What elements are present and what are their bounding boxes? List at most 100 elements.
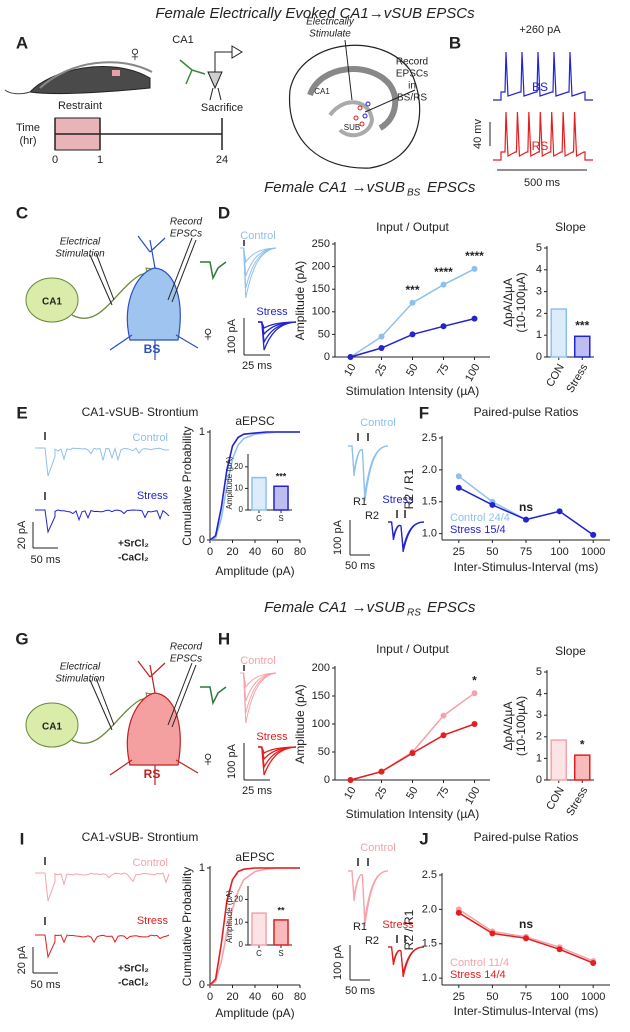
electrode	[171, 664, 197, 728]
ca1-region	[25, 702, 79, 748]
y-tick-label: 20	[234, 895, 243, 904]
panel-title: CA1-vSUB- Strontium	[82, 405, 199, 419]
annotation: ns	[519, 917, 533, 931]
x-tick-label: 0	[207, 546, 213, 558]
series-line	[350, 317, 475, 358]
point	[471, 721, 478, 727]
region-label: CA1	[314, 87, 330, 96]
x-tick-label: 100	[463, 362, 483, 384]
panel-letter: E	[16, 403, 27, 422]
point	[440, 323, 447, 330]
bar	[251, 476, 267, 511]
trace-label: Stress	[256, 306, 288, 318]
trace	[240, 672, 277, 689]
x-tick-label: C	[256, 949, 262, 958]
y-tick-label: 2	[536, 731, 542, 743]
record-label: BS/RS	[397, 93, 427, 104]
section-title: EPSCs	[427, 599, 476, 616]
trace	[348, 445, 389, 502]
y-tick-label: 5	[536, 242, 542, 254]
axon	[179, 59, 206, 85]
cell	[362, 113, 368, 119]
trace	[35, 872, 170, 902]
x-tick-label: Stress	[564, 785, 590, 818]
y-tick-label: 1	[199, 426, 205, 438]
panel-letter: H	[218, 629, 230, 648]
scale-label: 20 pA	[16, 520, 28, 549]
axon	[71, 696, 151, 744]
trace-label: Stress	[382, 494, 414, 506]
y-tick-label: 200	[312, 261, 330, 273]
trace-label: Control	[240, 230, 275, 242]
trace-label: Stress	[137, 915, 169, 927]
y-axis-label: (10-100µA)	[514, 272, 528, 332]
sacrifice-label: Sacrifice	[201, 102, 243, 114]
electrode	[89, 679, 113, 731]
trace	[258, 746, 297, 754]
y-tick-label: 150	[312, 283, 330, 295]
trace	[348, 870, 389, 920]
mini-trace	[200, 686, 227, 706]
trace	[348, 870, 389, 927]
panel-letter: C	[16, 203, 28, 222]
trace-label: Control	[133, 432, 168, 444]
solution-label: -CaCl₂	[118, 978, 149, 989]
point	[590, 531, 597, 538]
trace	[348, 445, 389, 495]
y-tick-label: 2.0	[422, 903, 437, 915]
x-tick-label: 80	[294, 546, 306, 558]
x-tick-label: 50	[486, 546, 498, 558]
point	[440, 281, 447, 288]
x-tick-label: CON	[544, 785, 567, 812]
y-tick-label: 2.5	[422, 869, 437, 881]
y-tick-label: 0	[536, 774, 542, 786]
y-tick-label: 1.5	[422, 496, 437, 508]
x-tick-label: 20	[226, 546, 238, 558]
point	[378, 333, 385, 340]
bar	[251, 912, 267, 946]
y-tick-label: 5	[536, 666, 542, 678]
annotation: *	[580, 737, 585, 751]
x-tick-label: 75	[435, 785, 452, 802]
trace-label: Stress	[137, 490, 169, 502]
trace	[258, 321, 297, 329]
series-line	[350, 692, 475, 781]
x-tick-label: 25	[453, 546, 465, 558]
region-label: CA1	[42, 722, 62, 733]
x-tick-label: 25	[373, 785, 390, 802]
y-tick-label: 1.0	[422, 972, 437, 984]
scale-label: 100 pA	[226, 743, 238, 779]
scale-label: 50 ms	[31, 554, 61, 566]
cell	[365, 101, 371, 107]
dendrites	[109, 660, 199, 785]
trace	[240, 247, 277, 277]
timeline-label: Restraint	[58, 100, 102, 112]
chart-title: Input / Output	[376, 642, 449, 656]
y-tick-label: 50	[318, 328, 330, 340]
point	[471, 265, 478, 272]
section-title: RS	[407, 608, 421, 619]
electrode	[89, 254, 113, 306]
section-title: Female CA1 →vSUB	[264, 179, 405, 196]
scale-label: 50 ms	[31, 979, 61, 991]
ca1-region	[25, 277, 79, 323]
trace-label: Control	[133, 857, 168, 869]
x-tick-label: 100	[550, 546, 568, 558]
point	[378, 344, 385, 351]
y-tick-label: 150	[312, 690, 330, 702]
electrode	[167, 237, 193, 301]
point	[523, 516, 529, 523]
record-label: EPSCs	[396, 69, 428, 80]
cell-label: RS	[532, 139, 549, 153]
cell-label: BS	[532, 80, 548, 94]
x-tick-label: C	[256, 514, 262, 523]
y-tick-label: 0	[199, 534, 205, 546]
trace	[240, 247, 277, 264]
x-axis-label: Amplitude (pA)	[215, 564, 294, 578]
y-tick-label: 0	[199, 979, 205, 991]
scale-label: 25 ms	[242, 360, 272, 372]
bar	[550, 739, 568, 781]
dentate	[328, 100, 375, 138]
cell-label: RS	[144, 767, 161, 781]
